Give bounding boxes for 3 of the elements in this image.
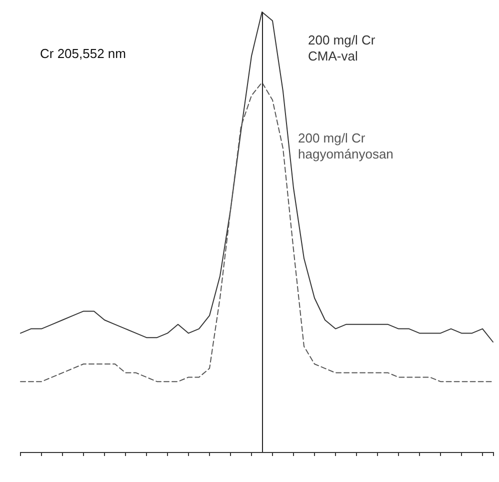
text: Cr 205,552 nm — [40, 46, 126, 61]
text: 200 mg/l Cr CMA-val — [308, 32, 376, 64]
series-label: 200 mg/l Cr hagyományosan — [298, 130, 394, 162]
